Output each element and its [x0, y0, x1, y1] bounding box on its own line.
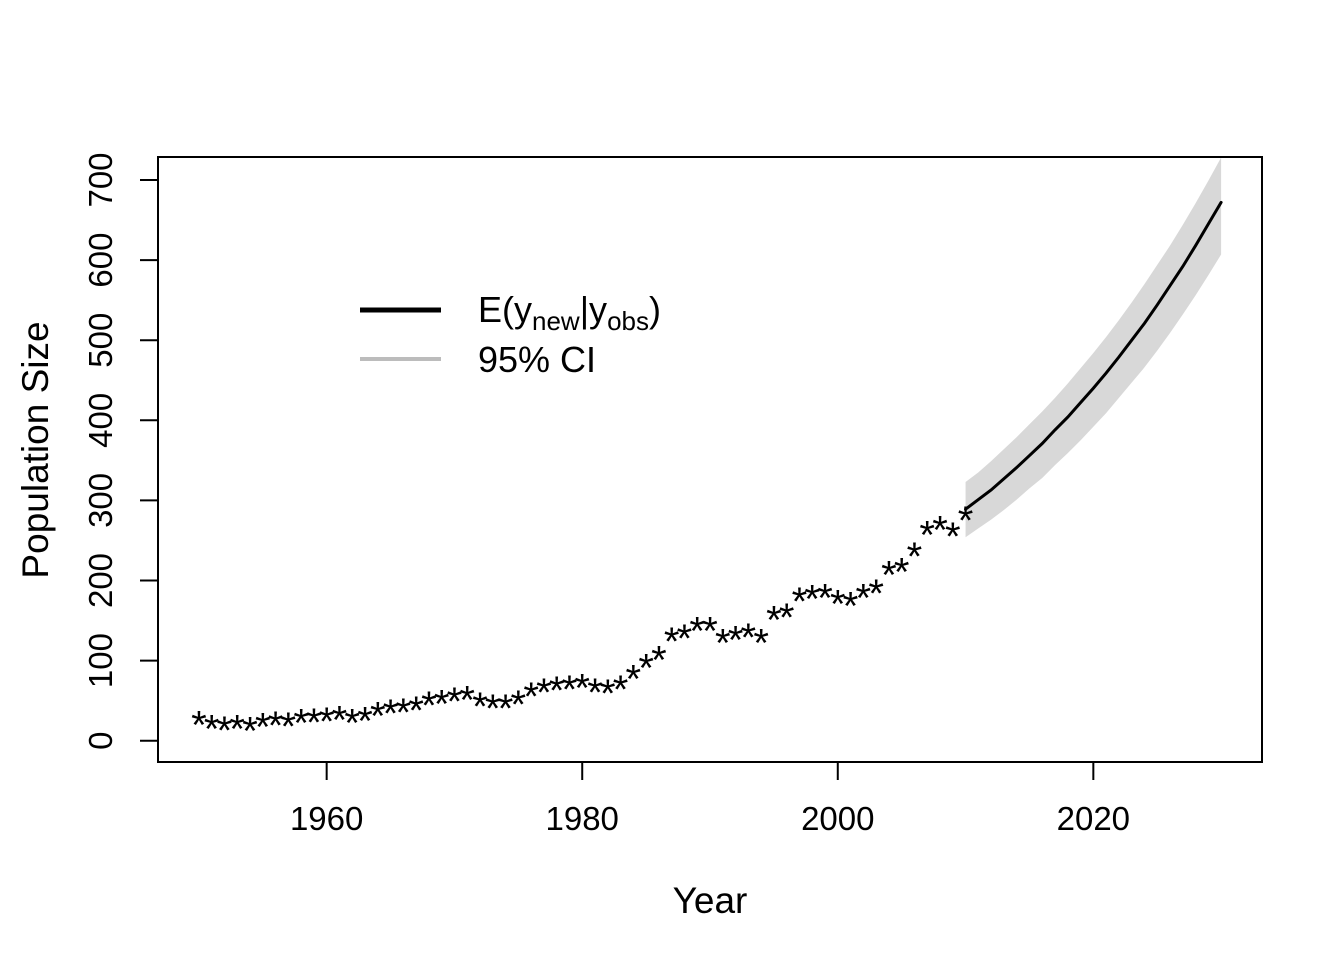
observed-point: * [804, 578, 820, 622]
observed-point: * [472, 685, 488, 729]
observed-point: * [229, 707, 245, 751]
observed-point: * [766, 598, 782, 642]
observed-point: * [702, 610, 718, 654]
observed-point: * [741, 616, 757, 660]
observed-point: * [549, 669, 565, 713]
observed-point: * [715, 622, 731, 666]
observed-point: * [536, 671, 552, 715]
observed-point: * [255, 706, 271, 750]
observed-point: * [894, 550, 910, 594]
observed-point: * [638, 646, 654, 690]
x-axis-title: Year [673, 880, 748, 921]
observed-point: * [523, 675, 539, 719]
observed-point: * [843, 585, 859, 629]
observed-point: * [242, 710, 258, 754]
observed-point: * [383, 692, 399, 736]
plot-border [157, 156, 1263, 763]
observed-point: * [574, 666, 590, 710]
observed-point: * [447, 680, 463, 724]
observed-point: * [830, 582, 846, 626]
observed-point: * [459, 678, 475, 722]
observed-point: * [958, 499, 974, 543]
observed-point: * [485, 687, 501, 731]
observed-point: * [370, 694, 386, 738]
observed-point: * [753, 622, 769, 666]
observed-point: * [562, 668, 578, 712]
observed-point: * [408, 689, 424, 733]
y-axis: 0 100 200 300 400 500 600 700 [82, 152, 158, 750]
y-tick-label: 300 [82, 473, 119, 528]
observed-point: * [932, 509, 948, 553]
observed-point: * [626, 658, 642, 702]
observed-point: * [396, 691, 412, 735]
observed-point: * [677, 617, 693, 661]
observed-point: * [319, 700, 335, 744]
observed-point: * [817, 577, 833, 621]
observed-point: * [306, 701, 322, 745]
observed-point: * [728, 618, 744, 662]
observed-point: * [945, 515, 961, 559]
observed-point: * [293, 702, 309, 746]
observed-point: * [434, 682, 450, 726]
observed-point: * [856, 577, 872, 621]
observed-point: * [498, 687, 514, 731]
observed-points: ****************************************… [191, 499, 973, 754]
y-tick-label: 500 [82, 313, 119, 368]
confidence-band [965, 157, 1222, 538]
observed-point: * [357, 699, 373, 743]
legend-label-ci: 95% CI [478, 339, 596, 380]
legend-label-prediction: E(ynew|yobs) [478, 289, 661, 336]
y-tick-label: 400 [82, 393, 119, 448]
legend: E(ynew|yobs) 95% CI [360, 289, 661, 380]
x-tick-label: 2020 [1057, 800, 1130, 837]
observed-point: * [881, 553, 897, 597]
observed-point: * [587, 671, 603, 715]
x-tick-label: 1960 [290, 800, 363, 837]
ci-band-polygon [965, 157, 1222, 538]
observed-point: * [779, 596, 795, 640]
observed-point: * [511, 683, 527, 727]
observed-point: * [268, 704, 284, 748]
y-tick-label: 0 [82, 732, 119, 750]
y-tick-label: 100 [82, 633, 119, 688]
x-axis: 1960 1980 2000 2020 [290, 762, 1130, 837]
observed-point: * [792, 580, 808, 624]
observed-point: * [344, 702, 360, 746]
observed-point: * [332, 698, 348, 742]
x-tick-label: 2000 [801, 800, 874, 837]
y-axis-title: Population Size [15, 321, 56, 578]
observed-point: * [613, 668, 629, 712]
observed-point: * [664, 620, 680, 664]
observed-point: * [191, 703, 207, 747]
observed-point: * [689, 610, 705, 654]
observed-point: * [651, 638, 667, 682]
prediction-line [964, 200, 1223, 511]
observed-point: * [204, 707, 220, 751]
x-tick-label: 1980 [546, 800, 619, 837]
y-tick-label: 700 [82, 152, 119, 207]
observed-point: * [907, 535, 923, 579]
observed-point: * [217, 709, 233, 753]
observed-point: * [868, 572, 884, 616]
observed-point: * [919, 513, 935, 557]
observed-point: * [281, 705, 297, 749]
y-tick-label: 200 [82, 553, 119, 608]
y-tick-label: 600 [82, 233, 119, 288]
observed-point: * [421, 684, 437, 728]
observed-point: * [600, 672, 616, 716]
